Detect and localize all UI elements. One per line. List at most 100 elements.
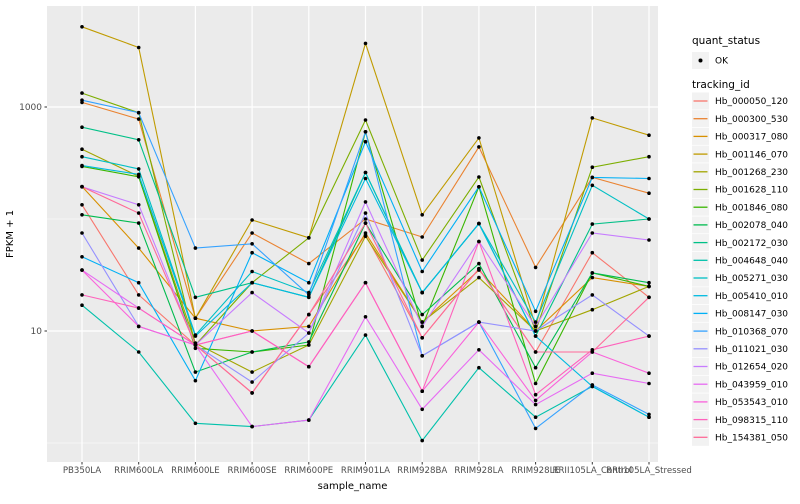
- x-axis-title: sample_name: [318, 481, 388, 492]
- data-point: [80, 25, 84, 29]
- x-tick-label: RRIM928BA: [397, 466, 447, 476]
- data-point: [363, 221, 368, 225]
- data-point: [477, 320, 481, 324]
- data-point: [307, 340, 311, 344]
- data-point: [420, 213, 425, 217]
- data-point: [80, 303, 84, 308]
- data-point: [80, 163, 84, 168]
- data-point: [193, 421, 198, 426]
- data-point: [420, 438, 425, 443]
- legend-label-tracking-id: Hb_000050_120: [715, 97, 788, 107]
- data-point: [80, 268, 84, 272]
- data-point: [80, 125, 84, 129]
- data-point: [533, 309, 538, 314]
- data-point: [136, 306, 141, 310]
- data-point: [307, 293, 311, 297]
- legend-label-tracking-id: Hb_011021_030: [715, 345, 788, 355]
- data-point: [250, 290, 254, 295]
- data-point: [193, 246, 198, 250]
- legend-label-tracking-id: Hb_012654_020: [715, 363, 788, 373]
- data-point: [363, 139, 368, 144]
- data-point: [193, 370, 198, 374]
- data-point: [307, 343, 311, 347]
- data-point: [363, 130, 368, 134]
- data-point: [420, 407, 425, 412]
- data-point: [136, 324, 141, 329]
- data-point: [363, 231, 368, 235]
- data-point: [647, 154, 651, 159]
- data-point: [420, 258, 425, 262]
- data-point: [420, 389, 425, 394]
- data-point: [477, 348, 481, 352]
- data-point: [363, 217, 368, 221]
- data-point: [363, 280, 368, 285]
- data-point: [307, 261, 311, 266]
- data-point: [250, 350, 254, 354]
- legend-point-symbol: [698, 58, 703, 63]
- data-point: [533, 365, 538, 370]
- y-axis-title: FPKM + 1: [5, 210, 16, 258]
- data-point: [363, 333, 368, 337]
- data-point: [250, 280, 254, 285]
- data-point: [420, 324, 425, 329]
- data-point: [647, 176, 651, 181]
- data-point: [307, 324, 311, 329]
- x-tick-label: RRIM600LE: [171, 466, 220, 476]
- data-point: [307, 280, 311, 285]
- data-point: [363, 176, 368, 181]
- data-point: [363, 315, 368, 319]
- legend-label-tracking-id: Hb_005271_030: [715, 274, 788, 284]
- data-point: [136, 117, 141, 121]
- data-point: [307, 418, 311, 422]
- data-point: [250, 269, 254, 274]
- data-point: [250, 242, 254, 246]
- data-point: [363, 234, 368, 239]
- data-point: [477, 261, 481, 266]
- data-point: [590, 222, 595, 226]
- data-point: [193, 316, 198, 321]
- data-point: [533, 265, 538, 270]
- data-point: [477, 266, 481, 271]
- data-point: [307, 364, 311, 369]
- legend-label-tracking-id: Hb_154381_050: [715, 434, 788, 444]
- x-tick-label: PB350LA: [63, 466, 101, 476]
- data-point: [420, 290, 425, 295]
- data-point: [590, 183, 595, 188]
- legend-label-tracking-id: Hb_053543_010: [715, 398, 788, 408]
- data-point: [533, 398, 538, 403]
- data-point: [136, 172, 141, 177]
- data-point: [80, 98, 84, 102]
- data-point: [477, 185, 481, 189]
- legend-label-tracking-id: Hb_000317_080: [715, 133, 788, 143]
- data-point: [590, 165, 595, 169]
- data-point: [250, 231, 254, 235]
- legend-label-tracking-id: Hb_001268_230: [715, 168, 788, 178]
- legend-title-tracking-id: tracking_id: [692, 79, 750, 91]
- data-point: [193, 378, 198, 383]
- data-point: [533, 381, 538, 386]
- data-point: [590, 371, 595, 376]
- data-point: [590, 275, 595, 280]
- legend-label-tracking-id: Hb_005410_010: [715, 292, 788, 302]
- data-point: [363, 118, 368, 122]
- data-point: [590, 175, 595, 180]
- data-point: [193, 343, 198, 347]
- data-point: [193, 334, 198, 338]
- data-point: [80, 147, 84, 151]
- legend-label-tracking-id: Hb_000300_530: [715, 115, 788, 125]
- data-point: [136, 45, 141, 50]
- x-tick-label: RRIM928LA: [454, 466, 503, 476]
- x-tick-label: RRIM600LA: [114, 466, 163, 476]
- data-point: [533, 426, 538, 431]
- data-point: [590, 116, 595, 120]
- data-point: [80, 185, 84, 189]
- data-point: [533, 324, 538, 329]
- data-point: [533, 334, 538, 338]
- data-point: [250, 424, 254, 429]
- data-point: [250, 329, 254, 333]
- x-tick-label: RRIM928LE: [511, 466, 560, 476]
- data-point: [136, 138, 141, 142]
- x-tick-label: RRIM901LA: [341, 466, 390, 476]
- data-point: [307, 236, 311, 240]
